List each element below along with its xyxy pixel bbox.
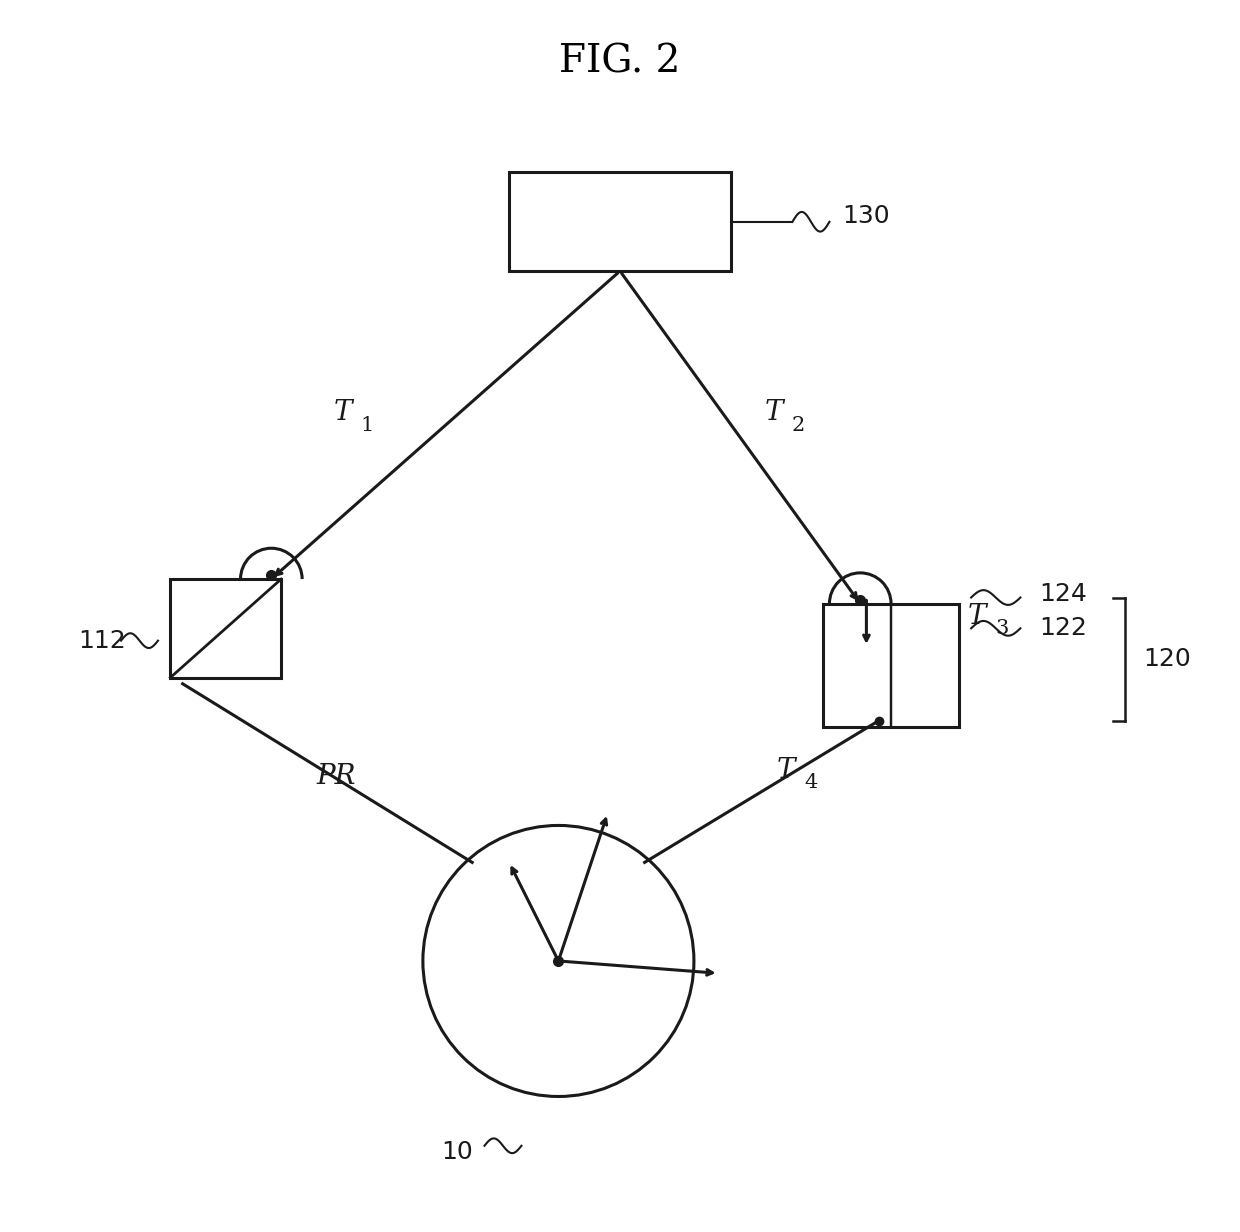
Text: 2: 2: [792, 415, 805, 435]
Circle shape: [423, 825, 694, 1096]
Text: 4: 4: [805, 772, 817, 792]
Text: FIG. 2: FIG. 2: [559, 43, 681, 80]
Text: 112: 112: [78, 628, 125, 653]
Text: 3: 3: [996, 618, 1008, 638]
FancyBboxPatch shape: [510, 172, 730, 271]
Text: 10: 10: [441, 1140, 474, 1164]
Text: T: T: [777, 756, 796, 784]
Text: 124: 124: [1039, 582, 1086, 606]
Text: 130: 130: [842, 203, 889, 228]
Text: 120: 120: [1143, 647, 1192, 671]
Text: T: T: [968, 602, 987, 630]
Text: PR: PR: [317, 763, 356, 790]
Text: 122: 122: [1039, 616, 1086, 641]
FancyBboxPatch shape: [170, 579, 281, 678]
Text: T: T: [765, 399, 784, 426]
FancyBboxPatch shape: [823, 604, 959, 727]
Text: 1: 1: [361, 415, 374, 435]
Text: T: T: [334, 399, 352, 426]
